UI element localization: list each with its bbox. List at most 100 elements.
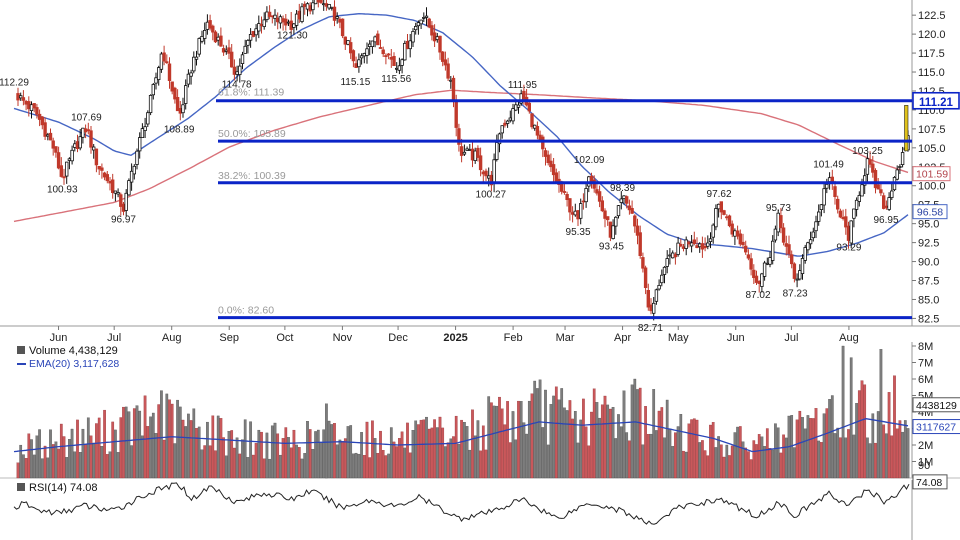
volume-bar: [885, 433, 888, 479]
volume-bar: [736, 426, 739, 479]
volume-bar: [127, 411, 131, 479]
candle-body: [324, 3, 329, 7]
candle-body: [40, 116, 44, 126]
candle-body: [192, 56, 196, 72]
volume-bar: [533, 380, 537, 479]
candle-body: [311, 2, 315, 11]
volume-bar: [187, 413, 190, 479]
volume-bar: [760, 436, 764, 479]
volume-bar: [203, 445, 207, 479]
candle-body: [692, 239, 696, 244]
candle-body: [300, 6, 304, 23]
candle-body: [86, 129, 90, 132]
candle-body: [389, 57, 393, 60]
candle-body: [873, 169, 878, 189]
volume-bar: [181, 419, 185, 479]
sma-long-line: [13, 89, 909, 223]
volume-bar: [747, 451, 750, 479]
candle-body: [51, 140, 55, 149]
price-annotation: 115.56: [381, 74, 411, 85]
volume-bar: [130, 445, 133, 479]
volume-bar: [479, 450, 482, 479]
last-volume-value: 4438129: [916, 400, 957, 412]
candle-body: [251, 30, 255, 37]
volume-bar: [487, 396, 491, 479]
volume-bar: [414, 420, 418, 479]
candle-body: [538, 134, 542, 141]
candle-body: [549, 160, 553, 168]
candle-body: [254, 28, 258, 36]
volume-bar: [349, 425, 353, 479]
volume-bar: [798, 410, 802, 479]
volume-bar: [841, 345, 845, 479]
candle-body: [275, 17, 280, 23]
candle-body: [576, 210, 580, 220]
volume-bar: [16, 462, 20, 479]
price-annotation: 103.25: [852, 146, 883, 157]
candle-body: [121, 203, 126, 212]
candle-body: [451, 77, 456, 101]
candle-body: [765, 262, 769, 265]
volume-y-tick-label: 6M: [918, 374, 933, 386]
candle-body: [646, 289, 650, 308]
volume-bar: [646, 434, 650, 479]
volume-bar: [527, 400, 531, 479]
volume-bar: [208, 445, 212, 479]
candle-body: [427, 18, 431, 28]
volume-bar: [292, 429, 296, 479]
volume-bar: [384, 455, 388, 479]
candle-body: [313, 0, 318, 5]
volume-bar: [392, 441, 396, 479]
x-axis-label: Jul: [784, 332, 798, 344]
volume-bar: [625, 432, 629, 479]
candle-body: [833, 186, 837, 198]
price-annotation: 97.62: [707, 189, 732, 200]
volume-bar: [197, 426, 201, 479]
ema-legend-label: EMA(20) 3,117,628: [29, 358, 119, 370]
candle-body: [703, 245, 707, 249]
volume-bar: [684, 451, 688, 479]
volume-bar: [70, 428, 74, 479]
candle-body: [711, 224, 715, 238]
candle-body: [738, 233, 742, 245]
candle-body: [570, 212, 575, 215]
candle-body: [822, 188, 826, 206]
volume-legend-swatch: [17, 346, 25, 354]
candle-body: [167, 63, 172, 82]
candle-body: [140, 128, 145, 139]
volume-bar: [776, 427, 780, 479]
candle-body: [400, 59, 404, 66]
candle-body: [189, 72, 193, 77]
candle-body: [660, 274, 664, 284]
candle-body: [630, 207, 634, 214]
volume-bar: [341, 441, 344, 479]
volume-bar: [354, 452, 358, 479]
volume-bar: [744, 447, 748, 479]
candle-body: [102, 172, 107, 178]
volume-bar: [714, 447, 718, 479]
volume-bar: [833, 433, 837, 479]
volume-bar: [492, 405, 496, 479]
volume-bar: [411, 430, 415, 479]
volume-bar: [722, 456, 726, 479]
candle-body: [573, 210, 577, 216]
candle-body: [394, 67, 399, 70]
candle-body: [18, 95, 23, 99]
price-y-tick-label: 90.0: [918, 257, 939, 269]
candle-body: [827, 177, 832, 182]
volume-bar: [852, 434, 856, 479]
price-annotation: 87.02: [745, 290, 770, 301]
candle-body: [625, 196, 629, 204]
candle-body: [876, 184, 880, 190]
x-axis-label: Feb: [504, 332, 523, 344]
candle-body: [476, 147, 480, 158]
volume-bar: [143, 395, 147, 479]
candle-body: [600, 200, 604, 212]
sma-short-line: [13, 12, 909, 257]
candle-body: [81, 127, 85, 138]
volume-bar: [165, 393, 169, 479]
candle-body: [221, 48, 226, 53]
volume-bar: [446, 442, 450, 479]
candle-body: [495, 142, 499, 160]
volume-bar: [517, 400, 520, 479]
